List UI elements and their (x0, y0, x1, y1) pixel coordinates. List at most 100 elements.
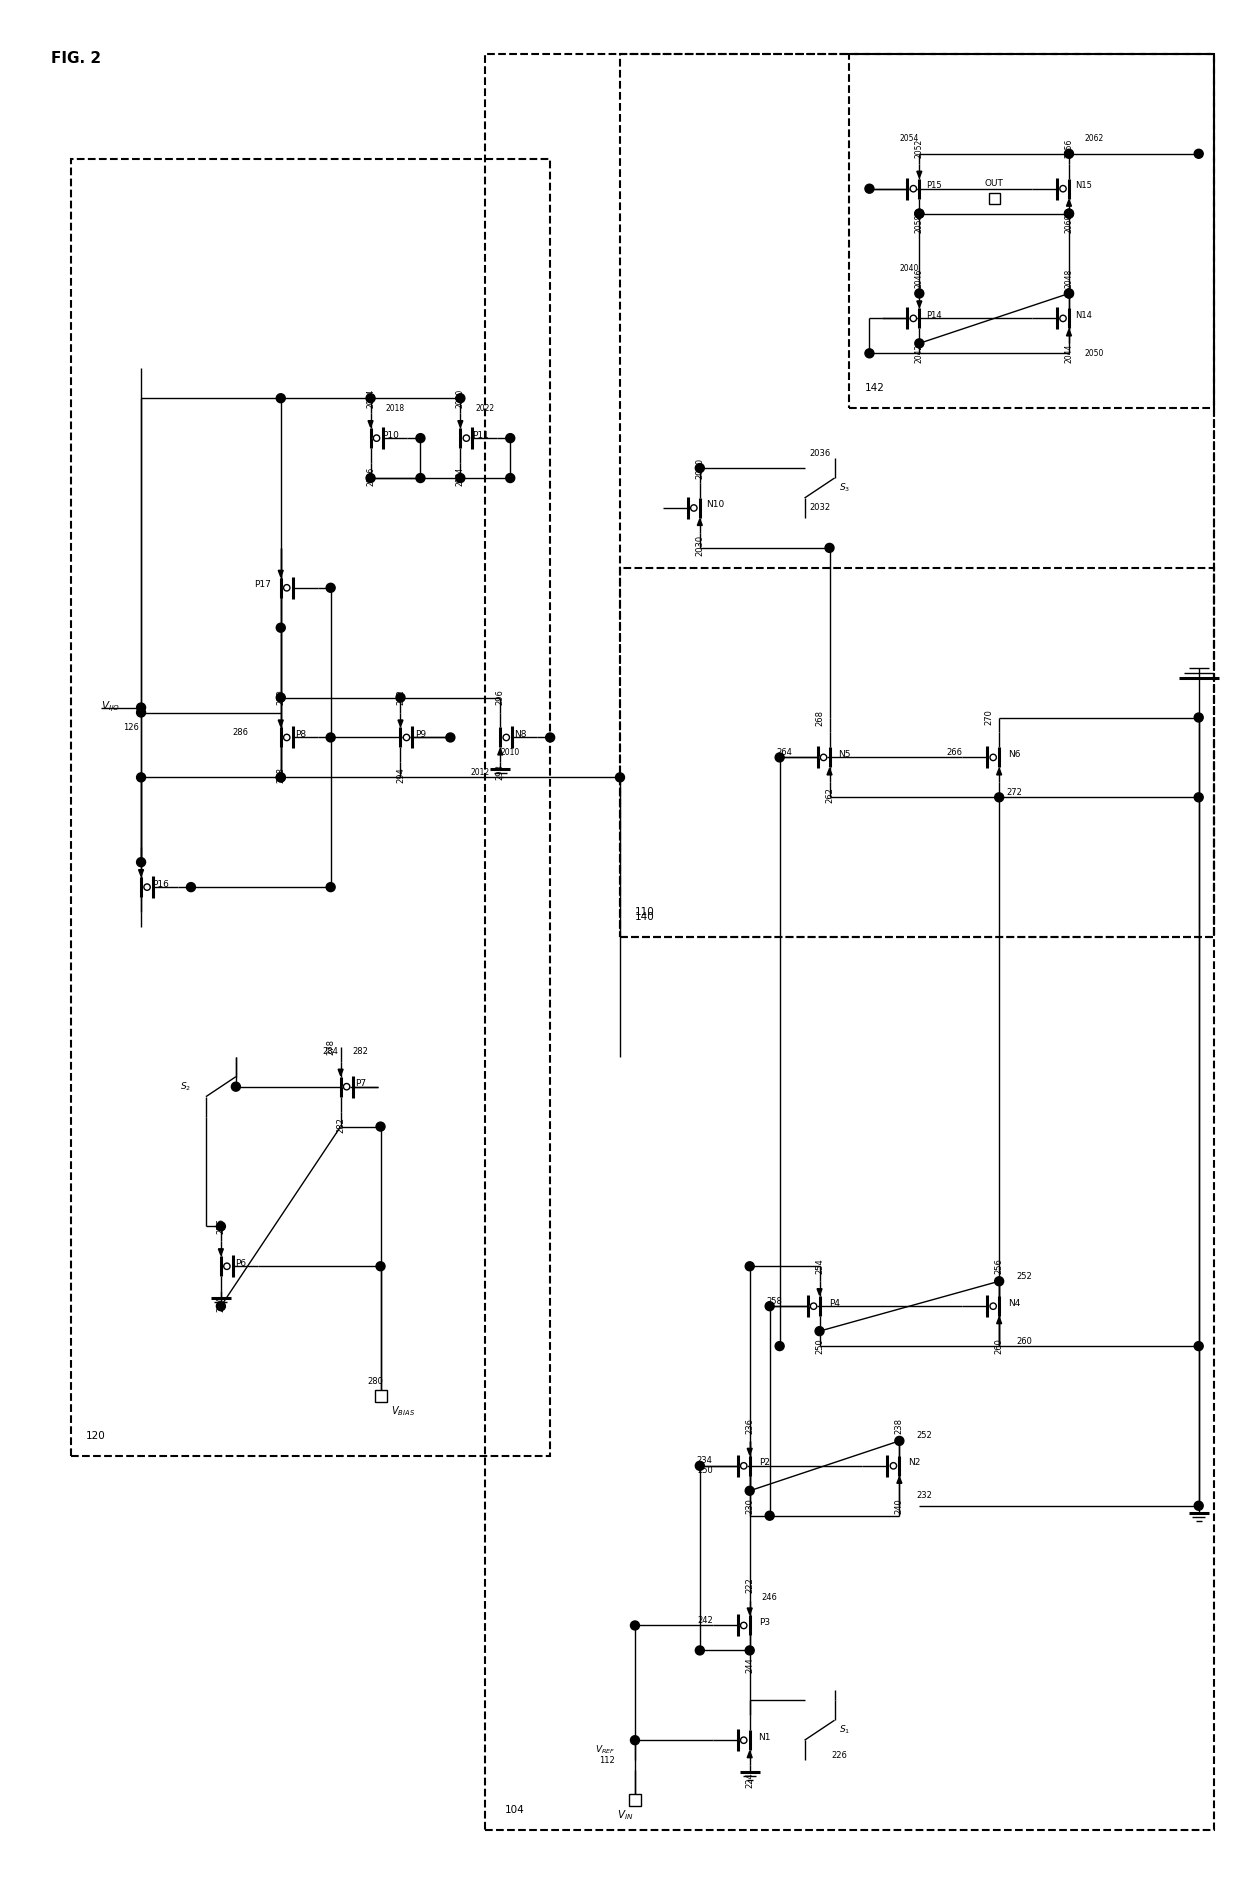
Circle shape (1194, 793, 1203, 802)
Circle shape (775, 1342, 784, 1351)
Text: 282: 282 (336, 1117, 345, 1132)
Polygon shape (339, 1070, 343, 1076)
Circle shape (775, 753, 784, 762)
Text: 226: 226 (832, 1751, 847, 1761)
Text: 254: 254 (815, 1259, 825, 1274)
Circle shape (765, 1511, 774, 1521)
Text: 112: 112 (599, 1755, 615, 1764)
Circle shape (366, 394, 374, 402)
Text: 262: 262 (825, 787, 835, 804)
Text: 274: 274 (217, 1296, 226, 1311)
Circle shape (1060, 185, 1066, 192)
Text: 252: 252 (916, 1432, 932, 1440)
Polygon shape (997, 1317, 1002, 1323)
Text: N10: N10 (706, 500, 724, 509)
Text: 294: 294 (396, 768, 405, 783)
Circle shape (696, 464, 704, 472)
Circle shape (277, 774, 285, 781)
Text: $V_{I/O}$: $V_{I/O}$ (102, 700, 120, 715)
Circle shape (740, 1623, 746, 1628)
Text: 246: 246 (761, 1593, 777, 1602)
Polygon shape (827, 768, 832, 776)
Circle shape (456, 394, 465, 402)
Polygon shape (1066, 330, 1071, 336)
Circle shape (396, 693, 405, 702)
Text: 278: 278 (326, 1038, 335, 1055)
Text: 2032: 2032 (808, 504, 830, 513)
Bar (485, 55, 1214, 1830)
Circle shape (745, 1262, 754, 1270)
Text: 2010: 2010 (501, 747, 520, 757)
Text: 2036: 2036 (808, 449, 830, 459)
Text: 290: 290 (277, 689, 285, 706)
Text: 2046: 2046 (915, 268, 924, 289)
Text: N8: N8 (513, 730, 527, 740)
Bar (71, 159, 551, 1457)
Text: $S_1$: $S_1$ (839, 1725, 851, 1736)
Polygon shape (916, 172, 921, 177)
Text: P9: P9 (415, 730, 427, 740)
Text: $S_3$: $S_3$ (839, 481, 851, 494)
Text: P7: P7 (355, 1079, 366, 1089)
Circle shape (895, 1436, 904, 1445)
Circle shape (825, 543, 835, 553)
Circle shape (217, 1223, 226, 1230)
Text: N15: N15 (1075, 181, 1092, 191)
Text: 260: 260 (1016, 1336, 1032, 1345)
Text: 240: 240 (895, 1498, 904, 1513)
Text: 2050: 2050 (1084, 349, 1104, 359)
Text: 230: 230 (745, 1498, 754, 1513)
Circle shape (366, 474, 374, 483)
Circle shape (915, 209, 924, 219)
Polygon shape (916, 300, 921, 308)
Text: 224: 224 (745, 1772, 754, 1789)
Circle shape (506, 474, 515, 483)
Text: P2: P2 (759, 1459, 770, 1468)
Text: 2052: 2052 (915, 140, 924, 159)
Circle shape (1064, 209, 1074, 219)
Circle shape (373, 434, 379, 442)
Text: 272: 272 (1006, 789, 1022, 796)
Bar (629, 1795, 641, 1806)
Text: 2012: 2012 (471, 768, 490, 777)
Circle shape (546, 732, 554, 742)
Circle shape (277, 394, 285, 402)
Circle shape (630, 1736, 640, 1745)
Polygon shape (368, 421, 373, 426)
Circle shape (691, 506, 697, 511)
Polygon shape (697, 519, 702, 525)
Circle shape (915, 289, 924, 298)
Text: 266: 266 (946, 747, 962, 757)
Text: 2024: 2024 (456, 466, 465, 485)
Circle shape (1064, 289, 1074, 298)
Text: N6: N6 (1008, 749, 1021, 759)
Circle shape (994, 793, 1003, 802)
Text: 2030: 2030 (696, 536, 704, 557)
Text: 2056: 2056 (1064, 140, 1074, 159)
Text: 2016: 2016 (366, 466, 374, 485)
Text: 2062: 2062 (1084, 134, 1104, 143)
Polygon shape (1066, 200, 1071, 206)
Polygon shape (817, 1289, 822, 1294)
Text: 284: 284 (322, 1047, 339, 1057)
Text: 270: 270 (985, 710, 993, 725)
Circle shape (1064, 149, 1074, 159)
Circle shape (277, 693, 285, 702)
Bar (620, 55, 1214, 938)
Text: 2014: 2014 (366, 389, 374, 408)
Circle shape (284, 734, 290, 742)
Text: 298: 298 (496, 764, 505, 781)
Text: 2048: 2048 (1064, 268, 1074, 289)
Circle shape (866, 349, 874, 359)
Text: 2040: 2040 (900, 264, 919, 274)
Text: 2058: 2058 (915, 213, 924, 234)
Circle shape (136, 704, 145, 711)
Polygon shape (748, 1751, 753, 1757)
Polygon shape (458, 421, 463, 426)
Text: 250: 250 (815, 1338, 825, 1355)
Polygon shape (278, 570, 283, 577)
Circle shape (866, 185, 874, 192)
Circle shape (136, 859, 145, 866)
Text: N1: N1 (759, 1732, 771, 1742)
Text: N2: N2 (908, 1459, 920, 1468)
